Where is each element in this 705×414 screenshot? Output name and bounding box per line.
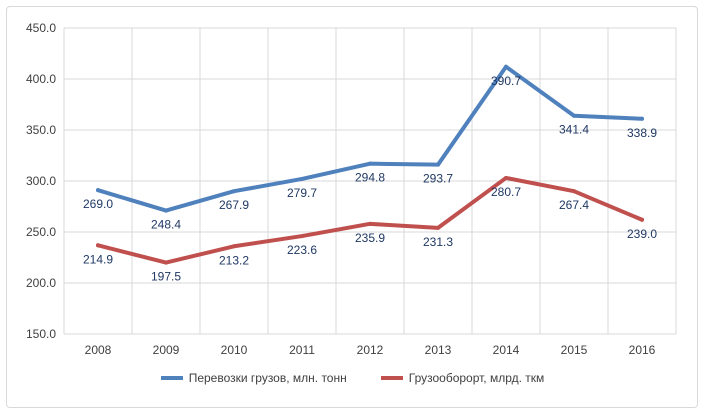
data-point (164, 260, 168, 265)
data-label: 235.9 (355, 231, 385, 245)
legend-label-series-2: Грузооборорт, млрд. ткм (408, 371, 545, 385)
x-tick-label: 2011 (289, 343, 315, 357)
legend-swatch-series-1 (160, 376, 183, 380)
data-label: 294.8 (355, 171, 385, 185)
x-axis-tick-labels: 2008 2009 2010 2011 2012 2013 2014 2015 2016 (85, 343, 656, 357)
chart-frame (6, 6, 698, 408)
x-tick-label: 2014 (493, 343, 520, 357)
data-point (640, 217, 644, 222)
data-point (640, 116, 644, 121)
y-tick-label: 400.0 (26, 72, 56, 86)
data-point (436, 162, 440, 167)
y-tick-label: 450.0 (26, 21, 56, 35)
y-axis-tick-labels: 450.0 400.0 350.0 300.0 250.0 200.0 150.0 (26, 21, 56, 341)
gridlines (63, 27, 677, 335)
data-label: 197.5 (151, 270, 181, 284)
legend-item-series-2: Грузооборорт, млрд. ткм (380, 371, 545, 385)
data-point (572, 113, 576, 118)
legend: Перевозки грузов, млн. тонн Грузооборорт… (0, 371, 705, 385)
data-point (572, 189, 576, 194)
data-label: 267.9 (219, 198, 249, 212)
y-tick-label: 300.0 (26, 174, 56, 188)
x-tick-label: 2013 (425, 343, 452, 357)
legend-swatch-series-2 (380, 376, 403, 380)
x-tick-label: 2009 (153, 343, 180, 357)
data-label: 390.7 (491, 74, 521, 88)
data-point (232, 189, 236, 194)
x-tick-label: 2016 (629, 343, 656, 357)
line-chart: 450.0 400.0 350.0 300.0 250.0 200.0 150.0 2008… (26, 21, 677, 357)
y-tick-label: 350.0 (26, 123, 56, 137)
x-tick-label: 2015 (561, 343, 588, 357)
data-label: 231.3 (423, 235, 453, 249)
series-lines (96, 64, 644, 265)
data-point (164, 208, 168, 213)
data-label: 279.7 (287, 186, 317, 200)
data-point (436, 225, 440, 230)
data-point (96, 243, 100, 248)
data-point (300, 176, 304, 181)
data-label: 293.7 (423, 172, 453, 186)
data-label: 214.9 (83, 252, 113, 266)
y-tick-label: 200.0 (26, 276, 56, 290)
data-labels: 269.0 248.4 267.9 279.7 294.8 293.7 390.7 341.4… (83, 74, 657, 284)
legend-item-series-1: Перевозки грузов, млн. тонн (160, 371, 347, 385)
data-label: 338.9 (627, 126, 657, 140)
legend-label-series-1: Перевозки грузов, млн. тонн (188, 371, 347, 385)
data-label: 213.2 (219, 253, 249, 267)
data-label: 341.4 (559, 123, 589, 137)
y-tick-label: 150.0 (26, 327, 56, 341)
data-point (300, 234, 304, 239)
data-point (232, 244, 236, 249)
data-label: 269.0 (83, 197, 113, 211)
data-point (96, 188, 100, 193)
data-label: 223.6 (287, 243, 317, 257)
x-tick-label: 2008 (85, 343, 112, 357)
data-point (504, 175, 508, 180)
x-tick-label: 2010 (221, 343, 248, 357)
data-label: 267.4 (559, 198, 589, 212)
data-label: 280.7 (491, 185, 521, 199)
x-tick-label: 2012 (357, 343, 384, 357)
y-tick-label: 250.0 (26, 225, 56, 239)
data-point (368, 221, 372, 226)
data-point (368, 161, 372, 166)
data-label: 239.0 (627, 227, 657, 241)
data-label: 248.4 (151, 218, 181, 232)
data-point (504, 64, 508, 69)
